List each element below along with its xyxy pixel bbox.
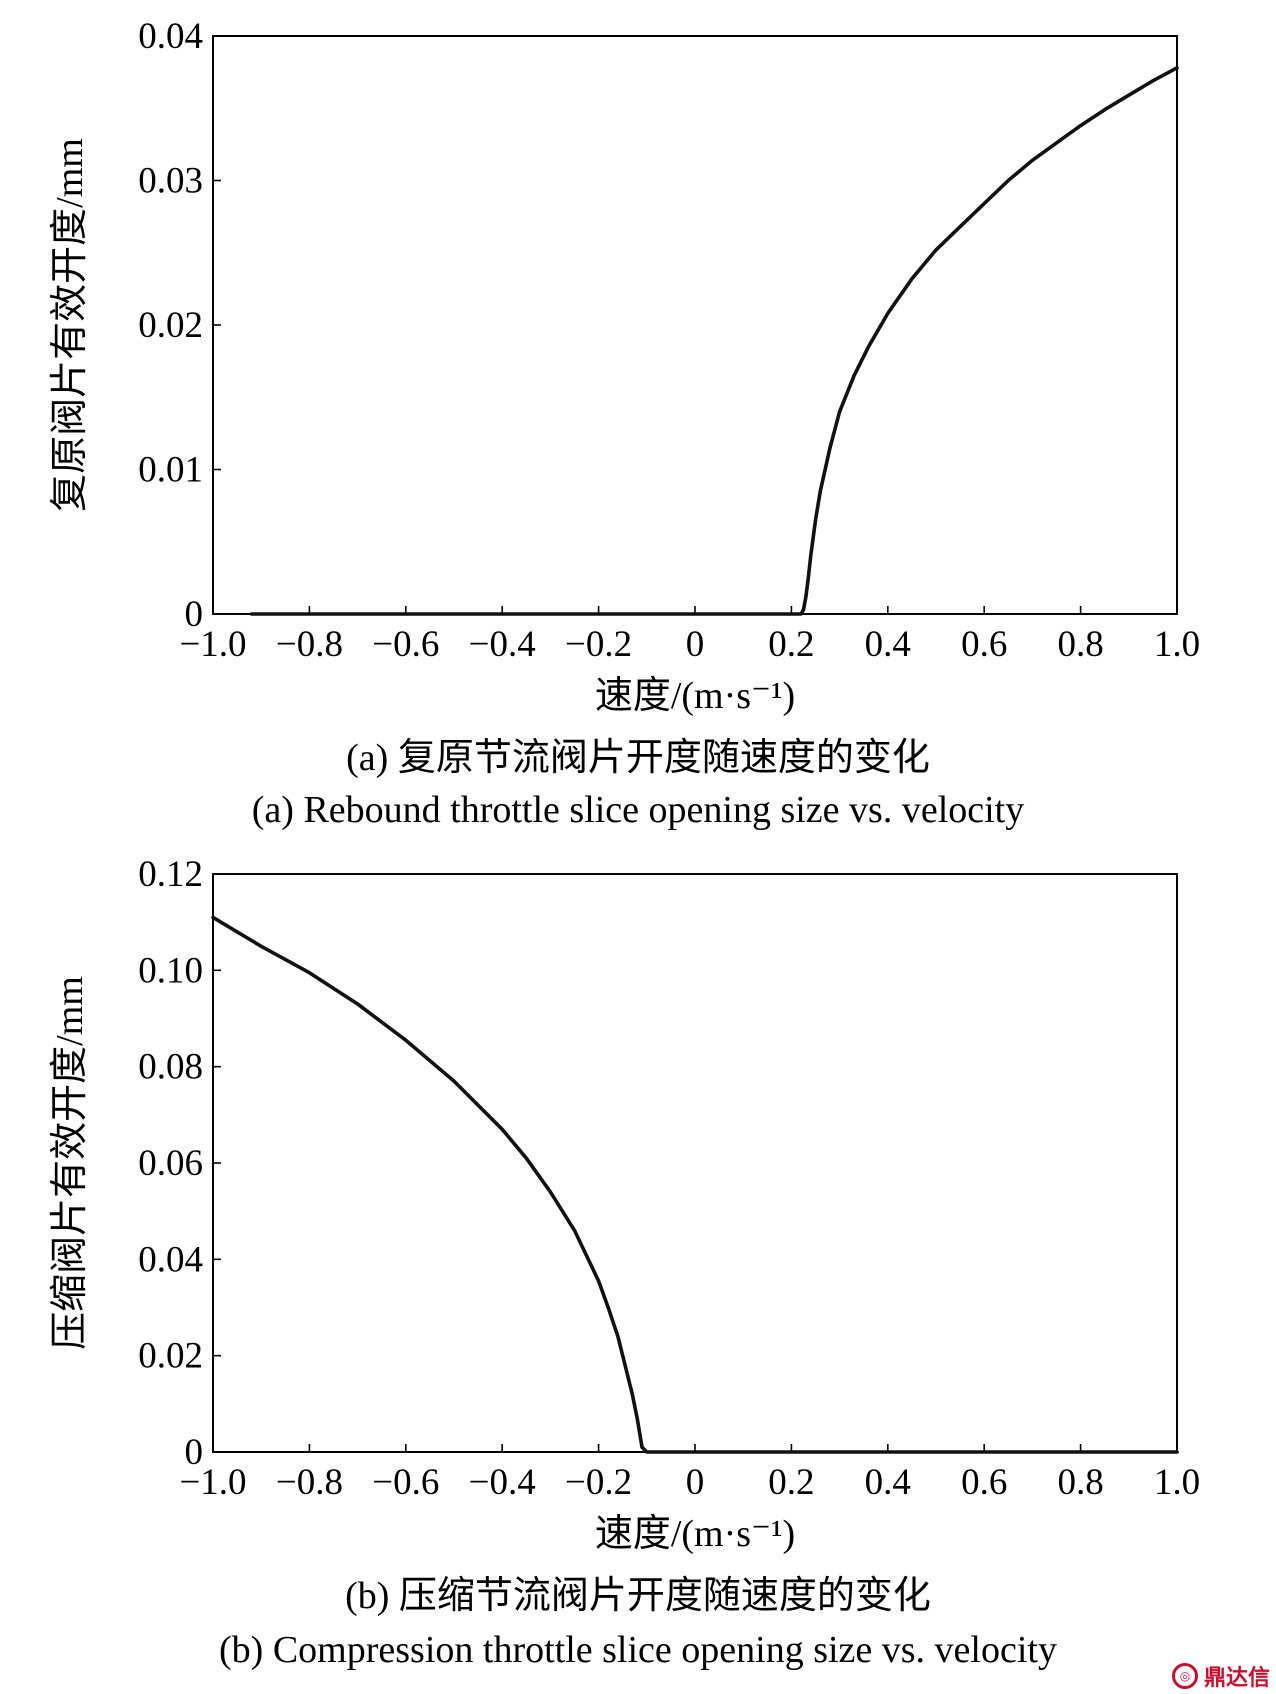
x-tick-label: 0.8 (1057, 624, 1103, 665)
x-tick-label: 0 (686, 1462, 705, 1503)
x-tick-label: 0.2 (768, 624, 814, 665)
y-tick-label: 0.08 (138, 1047, 203, 1088)
y-tick-label: 0 (185, 594, 204, 635)
y-tick-label: 0 (185, 1432, 204, 1473)
x-tick-label: 0.4 (865, 1462, 911, 1503)
caption-en: (b) Compression throttle slice opening s… (219, 1629, 1057, 1671)
x-tick-label: 0.6 (961, 624, 1007, 665)
y-tick-label: 0.04 (138, 1239, 203, 1280)
x-tick-label: 1.0 (1154, 624, 1200, 665)
x-tick-label: −0.4 (469, 1462, 536, 1503)
plot-frame (212, 35, 1178, 615)
chart-rebound: −1.0 −0.8 −0.6 −0.4 −0.2 0 0.2 0.4 0.6 0.8 1.0 0 0.0… (49, 16, 1200, 831)
y-tick-label: 0.02 (138, 1336, 203, 1377)
x-tick-label: 0.2 (768, 1462, 814, 1503)
watermark-text: 鼎达信 (1203, 1666, 1270, 1691)
x-tick-label: −0.8 (276, 624, 343, 665)
series-line (249, 66, 1179, 616)
series-line (211, 915, 1179, 1454)
x-tick-label: −0.2 (565, 1462, 632, 1503)
x-tick-label: 0.4 (865, 624, 911, 665)
y-tick-label: 0.02 (138, 305, 203, 346)
y-axis-label: 复原阀片有效开度/mm (49, 138, 91, 512)
y-tick-label: 0.03 (138, 161, 203, 202)
x-tick-label: −0.4 (469, 624, 536, 665)
y-tick-label: 0.10 (138, 950, 203, 991)
x-tick-label: 0 (686, 624, 705, 665)
y-tick-label: 0.01 (138, 450, 203, 491)
logo-icon: ◎ (1171, 1663, 1198, 1689)
plot-frame (212, 873, 1178, 1453)
y-tick-label: 0.06 (138, 1143, 203, 1184)
caption-en: (a) Rebound throttle slice opening size … (252, 789, 1024, 831)
chart-compression: −1.0 −0.8 −0.6 −0.4 −0.2 0 0.2 0.4 0.6 0.8 1.0 0 0.0… (49, 854, 1200, 1671)
x-tick-label: −0.2 (565, 624, 632, 665)
y-tick-label: 0.04 (138, 16, 203, 57)
x-tick-label: −1.0 (179, 624, 246, 665)
x-tick-label: 1.0 (1154, 1462, 1200, 1503)
x-tick-label: −0.6 (372, 624, 439, 665)
x-tick-label: 0.6 (961, 1462, 1007, 1503)
x-axis-label: 速度/(m·s⁻¹) (595, 1513, 795, 1555)
y-tick-label: 0.12 (138, 854, 203, 895)
x-tick-label: −1.0 (179, 1462, 246, 1503)
x-tick-label: −0.8 (276, 1462, 343, 1503)
y-axis-label: 压缩阀片有效开度/mm (49, 976, 91, 1350)
x-axis-label: 速度/(m·s⁻¹) (595, 675, 795, 717)
watermark-logo: ◎ 鼎达信 (1171, 1660, 1270, 1692)
caption-zh: (b) 压缩节流阀片开度随速度的变化 (345, 1575, 931, 1617)
x-tick-label: 0.8 (1057, 1462, 1103, 1503)
x-tick-label: −0.6 (372, 1462, 439, 1503)
caption-zh: (a) 复原节流阀片开度随速度的变化 (346, 737, 930, 779)
